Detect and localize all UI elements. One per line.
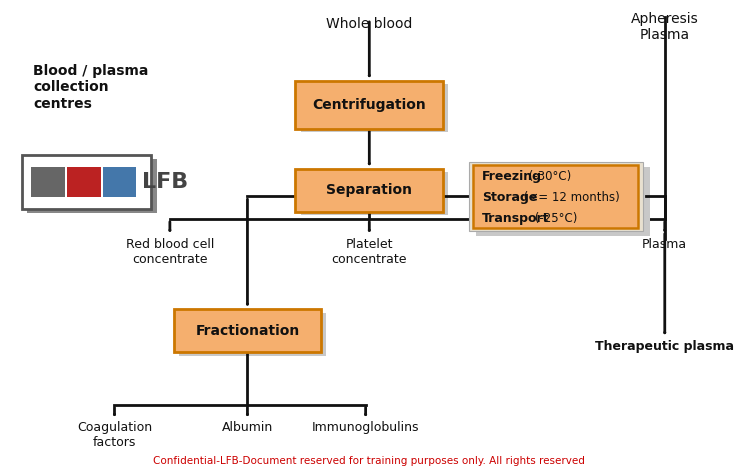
FancyBboxPatch shape (296, 169, 443, 212)
Text: Confidential-LFB-Document reserved for training purposes only. All rights reserv: Confidential-LFB-Document reserved for t… (153, 456, 585, 466)
FancyBboxPatch shape (473, 165, 638, 228)
FancyBboxPatch shape (22, 155, 152, 209)
Text: Fractionation: Fractionation (195, 324, 299, 338)
Text: Apheresis
Plasma: Apheresis Plasma (631, 12, 699, 42)
Text: Separation: Separation (326, 183, 412, 198)
FancyBboxPatch shape (476, 167, 650, 236)
Text: Centrifugation: Centrifugation (313, 98, 426, 112)
FancyBboxPatch shape (301, 84, 448, 132)
Text: (<= 12 months): (<= 12 months) (520, 191, 620, 204)
FancyBboxPatch shape (469, 162, 643, 231)
FancyBboxPatch shape (173, 309, 321, 352)
FancyBboxPatch shape (67, 167, 100, 197)
Text: Immunoglobulins: Immunoglobulins (312, 421, 419, 434)
FancyBboxPatch shape (301, 172, 448, 215)
Text: Plasma: Plasma (642, 238, 687, 251)
Text: Blood / plasma
collection
centres: Blood / plasma collection centres (33, 64, 148, 110)
FancyBboxPatch shape (103, 167, 136, 197)
Text: Transport: Transport (482, 212, 550, 225)
Text: Storage: Storage (482, 191, 538, 204)
Text: Platelet
concentrate: Platelet concentrate (332, 238, 407, 266)
Text: Freezing: Freezing (482, 170, 542, 183)
Text: Whole blood: Whole blood (326, 17, 412, 30)
Text: Therapeutic plasma: Therapeutic plasma (596, 340, 734, 353)
FancyBboxPatch shape (296, 81, 443, 129)
Text: Albumin: Albumin (222, 421, 273, 434)
Text: LFB: LFB (142, 172, 188, 192)
Text: (-30°C): (-30°C) (526, 170, 572, 183)
Text: (-25°C): (-25°C) (531, 212, 578, 225)
Text: Coagulation
factors: Coagulation factors (77, 421, 152, 449)
Text: Red blood cell
concentrate: Red blood cell concentrate (126, 238, 214, 266)
FancyBboxPatch shape (27, 159, 157, 213)
FancyBboxPatch shape (31, 167, 64, 197)
FancyBboxPatch shape (178, 313, 326, 356)
